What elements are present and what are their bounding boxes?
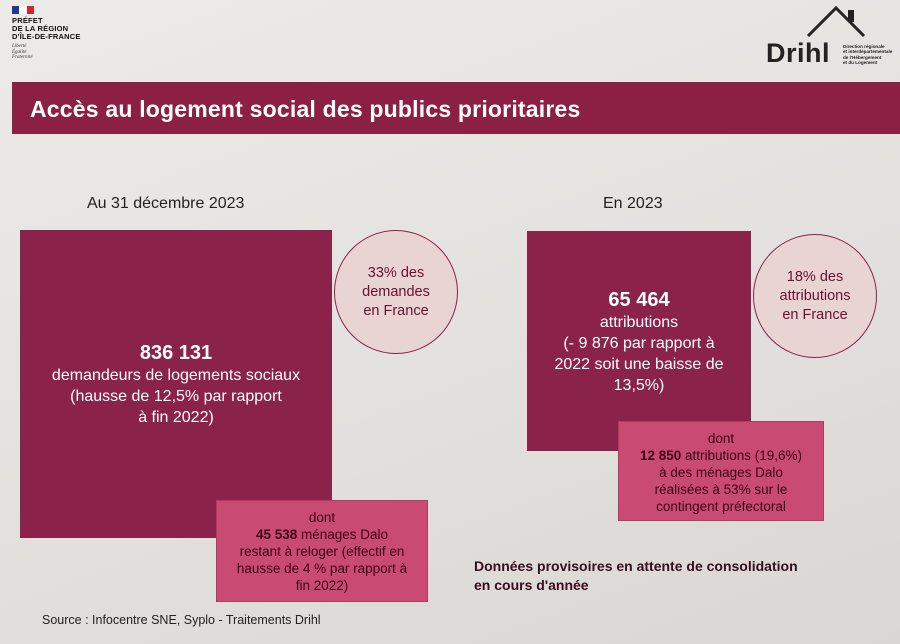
attributions-text-3: 2022 soit une baisse de [554,356,724,373]
demandeurs-text-2: (hausse de 12,5% par rapport [70,388,282,405]
note-line-1: Données provisoires en attente de consol… [474,558,798,574]
drihl-logo: Drihl Direction régionale et interdépart… [766,4,896,72]
right-section-label: En 2023 [603,195,663,212]
dalo-attributions-line-3: réalisées à 53% sur le [654,482,788,497]
dalo-attributions-prefix: dont [707,431,735,446]
demandes-share-circle: 33% des demandes en France [334,230,458,354]
attributions-value: 65 464 [608,289,670,311]
circle-right-line-1: 18% des [786,268,844,285]
demandeurs-value: 836 131 [139,342,213,364]
prefet-line-1: PRÉFET [12,16,43,25]
drihl-subtitle-line: et du Logement [843,60,878,66]
dalo-reloger-value: 45 538 [255,527,298,542]
motto-line-2: Égalité [12,49,27,55]
drihl-subtitle: Direction régionale et interdépartementa… [843,44,899,66]
circle-left-line-1: 33% des [367,264,425,281]
dalo-attributions-line-4: contingent préfectoral [656,499,786,514]
prefet-line-3: D'ÎLE-DE-FRANCE [12,32,81,41]
dalo-reloger-line-2: restant à reloger (effectif en [239,544,405,559]
motto-line-1: Liberté [12,44,27,49]
dalo-attributions-box: dont 12 850 attributions (19,6%) à des m… [618,421,824,521]
attributions-text-1: attributions [599,314,679,331]
attributions-text-4: 13,5%) [613,377,665,394]
dalo-reloger-box: dont 45 538 ménages Dalo restant à relog… [216,500,428,602]
demandeurs-box: 836 131 demandeurs de logements sociaux … [20,230,332,538]
circle-right-line-2: attributions [779,287,851,304]
dalo-reloger-prefix: dont [308,510,336,525]
source-text: Source : Infocentre SNE, Syplo - Traitem… [42,613,321,627]
circle-right-line-3: en France [782,306,848,323]
note-line-2: en cours d'année [474,577,589,593]
dalo-attributions-rest: attributions (19,6%) [681,448,803,463]
prefet-line-2: DE LA RÉGION [12,24,69,33]
motto-line-3: Fraternité [12,55,33,60]
title-banner: Accès au logement social des publics pri… [12,82,900,134]
dalo-attributions-value: 12 850 [639,448,682,463]
drihl-name: Drihl [766,38,831,68]
left-section-label: Au 31 décembre 2023 [87,195,245,212]
page-title: Accès au logement social des publics pri… [30,96,581,122]
prefet-logo: PRÉFET DE LA RÉGION D'ÎLE-DE-FRANCE Libe… [12,6,102,61]
drihl-subtitle-line: de l'Hébergement [843,54,882,60]
dalo-attributions-line-2: à des ménages Dalo [659,465,783,480]
drihl-subtitle-line: Direction régionale [843,44,885,49]
dalo-reloger-line-3: hausse de 4 % par rapport à [236,561,408,576]
french-flag-icon [12,6,34,14]
circle-left-line-3: en France [363,302,429,319]
dalo-reloger-line-1: 45 538 ménages Dalo [217,526,427,543]
drihl-subtitle-line: et interdépartementale [843,49,893,55]
demandeurs-text-1: demandeurs de logements sociaux [51,367,301,384]
provisional-data-note: Données provisoires en attente de consol… [474,557,854,595]
dalo-attributions-line-1: 12 850 attributions (19,6%) [619,447,823,464]
house-roof-icon [806,5,866,38]
demandeurs-text-3: à fin 2022) [138,409,214,426]
attributions-text-2: (- 9 876 par rapport à [563,335,715,352]
dalo-reloger-line-4: fin 2022) [295,578,349,593]
dalo-reloger-rest: ménages Dalo [297,527,389,542]
attributions-box: 65 464 attributions (- 9 876 par rapport… [527,231,751,451]
circle-left-line-2: demandes [362,283,430,300]
attributions-share-circle: 18% des attributions en France [753,234,877,358]
